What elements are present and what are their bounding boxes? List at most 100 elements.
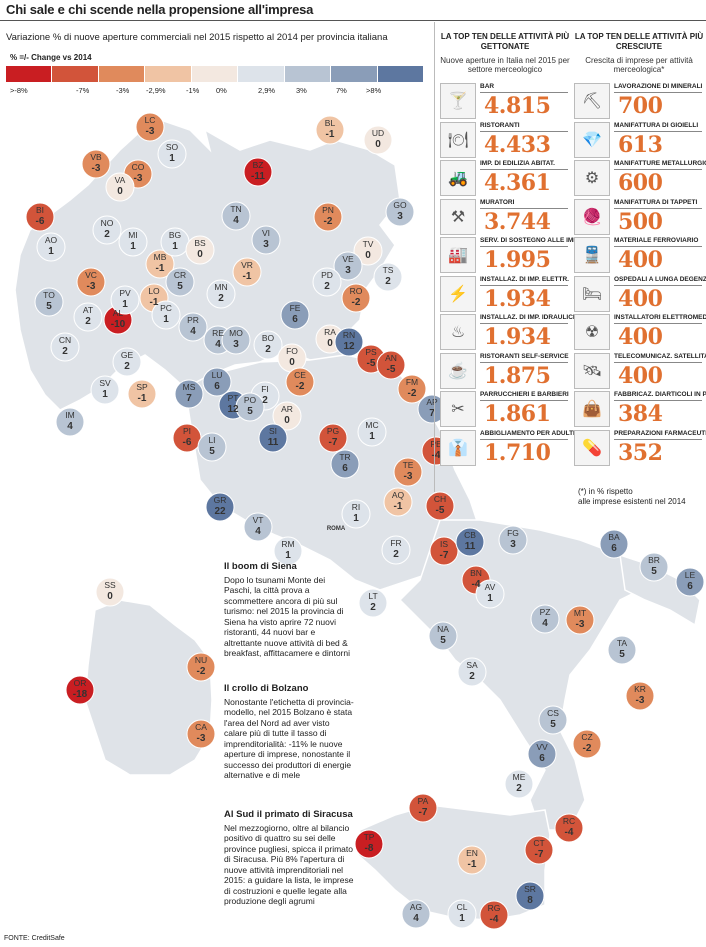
row-value: 3.744 (484, 208, 551, 235)
province-cn-area (50, 332, 80, 362)
province-value: 0 (284, 415, 290, 426)
province-pg-area (318, 423, 348, 453)
province-en-area (457, 845, 487, 875)
province-code: SI (269, 426, 277, 436)
province-ta-area (607, 635, 637, 665)
story-heading: Al Sud il primato di Siracusa (224, 809, 353, 820)
story-heading: Il boom di Siena (224, 561, 297, 572)
row-label: MANIFATTURA DI TAPPETI (614, 198, 698, 206)
province-code: AR (281, 404, 293, 414)
row-value: 400 (618, 362, 663, 389)
province-value: 1 (169, 153, 175, 164)
legend-swatch (191, 66, 239, 82)
shirt-icon: 👔 (440, 429, 476, 466)
province-fm-area (397, 374, 427, 404)
row-divider (480, 169, 568, 170)
province-mt-area (565, 605, 595, 635)
province-code: PE (430, 439, 442, 449)
province-code: PV (119, 288, 131, 298)
province-go-area (385, 197, 415, 227)
province-lc-area (135, 112, 165, 142)
province-value: 5 (440, 635, 446, 646)
row-divider (614, 169, 702, 170)
story-heading: Il crollo di Bolzano (224, 683, 309, 694)
province-value: 1 (459, 913, 465, 924)
province-li-area (197, 432, 227, 462)
row-divider (614, 246, 702, 247)
province-code: PO (244, 395, 257, 405)
province-ve-area (333, 251, 363, 281)
province-cz-area (572, 729, 602, 759)
left-table-row: ⚡ INSTALLAZ. DI IMP. ELETTR. 1.934 (440, 275, 569, 312)
province-code: AQ (392, 490, 405, 500)
province-pv-area (110, 285, 140, 315)
province-po-area (235, 392, 265, 422)
province-code: CN (59, 335, 71, 345)
province-code: CS (547, 708, 559, 718)
province-mo-area (221, 325, 251, 355)
legend-swatch (331, 66, 378, 82)
province-code: PS (365, 347, 377, 357)
province-code: FI (261, 384, 269, 394)
province-ud-area (363, 125, 393, 155)
province-code: IM (65, 410, 74, 420)
row-label: RISTORANTI (480, 121, 520, 129)
province-value: -3 (636, 695, 645, 706)
province-value: 6 (687, 581, 693, 592)
province-code: TA (617, 638, 628, 648)
legend-swatch (6, 66, 53, 82)
province-value: 6 (342, 463, 348, 474)
row-divider (480, 130, 568, 132)
province-code: AP (426, 397, 438, 407)
province-value: 6 (214, 381, 220, 392)
province-code: AO (45, 235, 58, 245)
province-code: BL (325, 118, 336, 128)
province-value: 1 (172, 241, 178, 252)
right-table-subtitle: Crescita di imprese per attività merceol… (585, 56, 693, 74)
province-value: 2 (370, 602, 376, 613)
province-cr-area (165, 267, 195, 297)
left-table-title: LA TOP TEN DELLE ATTIVITÀ PIÙ GETTONATE (440, 32, 570, 51)
province-value: 2 (324, 281, 330, 292)
province-rn-area (334, 327, 364, 357)
province-code: FG (507, 528, 519, 538)
province-code: PZ (540, 607, 551, 617)
excavator-icon: 🚜 (440, 160, 476, 196)
province-me-area (504, 769, 534, 799)
factory-icon: 🏭 (440, 237, 476, 273)
province-code: VC (85, 270, 97, 280)
province-value: 6 (539, 753, 545, 764)
province-code: CB (464, 530, 476, 540)
province-code: RN (343, 330, 355, 340)
row-divider (480, 92, 568, 93)
row-value: 500 (618, 208, 663, 235)
province-code: CR (174, 270, 186, 280)
province-ct-area (524, 835, 554, 865)
province-value: -8 (365, 843, 374, 854)
gears-icon: ⚙ (574, 160, 610, 196)
province-value: -1 (468, 859, 477, 870)
province-code: AV (485, 582, 496, 592)
plate-cutlery-icon: 🍽 (440, 121, 476, 158)
roma-label: ROMA (327, 526, 346, 532)
right-table-row: 💎 MANIFATTURA DI GIOIELLI 613 (574, 121, 702, 158)
province-value: 4 (233, 215, 239, 226)
province-value: 4 (255, 526, 261, 537)
row-divider (614, 361, 702, 363)
column-divider (434, 22, 435, 492)
province-code: MI (128, 230, 137, 240)
province-value: -2 (296, 381, 305, 392)
left-table-row: ☕ RISTORANTI SELF-SERVICE 1.875 (440, 352, 569, 389)
row-value: 4.433 (484, 131, 551, 158)
footnote-line-1: (*) in % rispetto (578, 487, 633, 496)
province-code: RE (212, 328, 224, 338)
row-value: 1.875 (484, 362, 551, 389)
province-value: 7 (186, 393, 192, 404)
row-label: PREPARAZIONI FARMACEUTICHE (614, 429, 706, 437)
province-code: FM (406, 377, 418, 387)
province-ss-area (95, 577, 125, 607)
province-value: 11 (268, 437, 279, 448)
footnote-line-2: alle imprese esistenti nel 2014 (578, 497, 686, 506)
province-cb-area (455, 527, 485, 557)
right-table-row: 👜 FABBRICAZ. DIARTICOLI IN PELLE 384 (574, 391, 706, 427)
